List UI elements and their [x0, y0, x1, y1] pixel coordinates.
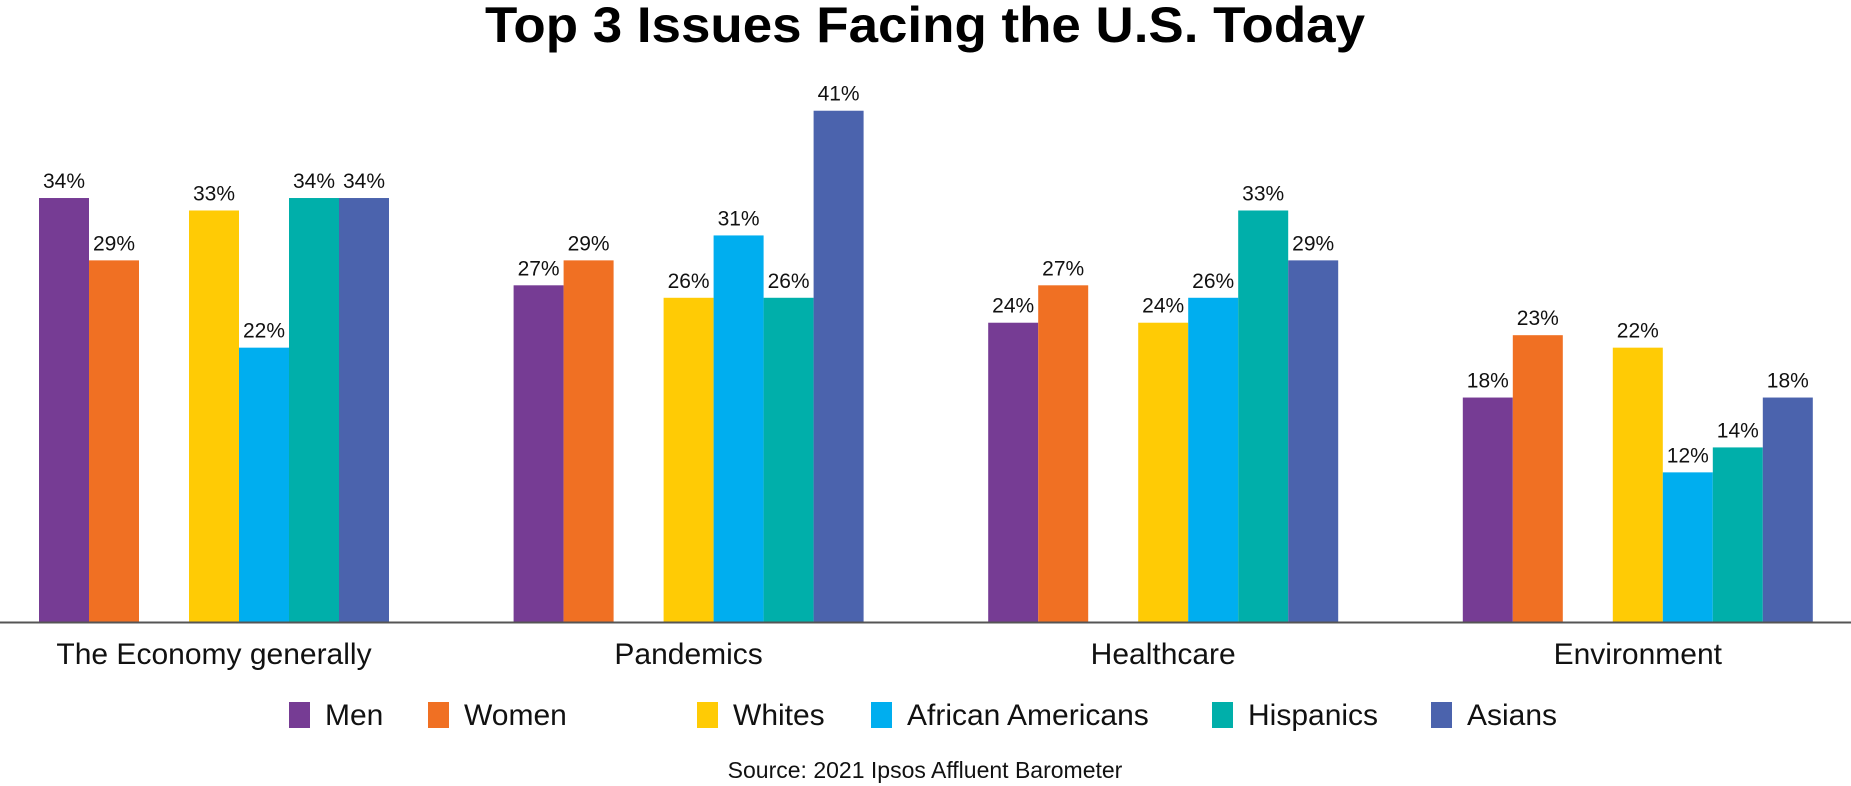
chart-title: Top 3 Issues Facing the U.S. Today [485, 0, 1365, 53]
bar-asians [339, 198, 389, 622]
bar-asians [813, 110, 864, 622]
bar-men [513, 285, 564, 622]
value-label: 26% [668, 270, 710, 293]
value-label: 34% [293, 170, 335, 193]
bar-african-americans [1188, 297, 1239, 622]
value-label: 29% [568, 232, 610, 255]
bar-women [1038, 285, 1089, 622]
value-label: 18% [1767, 370, 1809, 393]
bar-asians [1288, 260, 1339, 622]
value-labels: 34% 29% 33% 22% 34% 34% 27% 29% 26% 31% 26% 41% 24% 2… [43, 83, 1809, 468]
legend-label: Whites [733, 699, 825, 732]
bar-whites [189, 210, 239, 623]
bar-men [1462, 397, 1513, 622]
value-label: 26% [768, 270, 810, 293]
bar-african-americans [713, 235, 764, 622]
legend: Men Women Whites African Americans Hispanics… [289, 699, 1557, 732]
category-label: The Economy generally [56, 638, 371, 671]
bar-whites [1612, 347, 1663, 622]
value-label: 12% [1667, 444, 1709, 467]
legend-swatch [1212, 702, 1233, 728]
value-label: 41% [818, 83, 860, 106]
bar-hispanics [1238, 210, 1289, 623]
bars [39, 110, 1813, 623]
bar-asians [1762, 397, 1813, 622]
value-label: 29% [1292, 232, 1334, 255]
category-label: Healthcare [1091, 638, 1236, 671]
value-label: 23% [1517, 307, 1559, 330]
value-label: 27% [1042, 257, 1084, 280]
legend-swatch [1431, 702, 1452, 728]
category-labels: The Economy generally Pandemics Healthcare… [56, 638, 1722, 671]
value-label: 34% [343, 170, 385, 193]
value-label: 29% [93, 232, 135, 255]
legend-swatch [289, 702, 310, 728]
legend-swatch [428, 702, 449, 728]
bar-women [89, 260, 139, 622]
bar-men [39, 198, 89, 622]
source-note: Source: 2021 Ipsos Affluent Barometer [728, 757, 1123, 783]
bar-women [563, 260, 614, 622]
bar-african-americans [239, 347, 289, 622]
category-label: Environment [1554, 638, 1723, 671]
value-label: 27% [518, 257, 560, 280]
legend-label: African Americans [907, 699, 1149, 732]
value-label: 22% [243, 320, 285, 343]
bar-men [988, 322, 1039, 622]
value-label: 33% [193, 182, 235, 205]
legend-swatch [871, 702, 892, 728]
bar-african-americans [1662, 472, 1713, 622]
value-label: 26% [1192, 270, 1234, 293]
legend-label: Asians [1467, 699, 1557, 732]
value-label: 14% [1717, 419, 1759, 442]
bar-hispanics [1712, 447, 1763, 622]
legend-label: Men [325, 699, 383, 732]
value-label: 22% [1617, 320, 1659, 343]
legend-label: Women [464, 699, 567, 732]
bar-whites [1138, 322, 1189, 622]
value-label: 34% [43, 170, 85, 193]
legend-label: Hispanics [1248, 699, 1378, 732]
bar-hispanics [289, 198, 339, 622]
bar-hispanics [763, 297, 814, 622]
legend-swatch [697, 702, 718, 728]
category-label: Pandemics [614, 638, 762, 671]
value-label: 24% [992, 295, 1034, 318]
value-label: 24% [1142, 295, 1184, 318]
value-label: 18% [1467, 370, 1509, 393]
bar-women [1512, 335, 1563, 622]
value-label: 31% [718, 207, 760, 230]
value-label: 33% [1242, 182, 1284, 205]
bar-whites [663, 297, 714, 622]
